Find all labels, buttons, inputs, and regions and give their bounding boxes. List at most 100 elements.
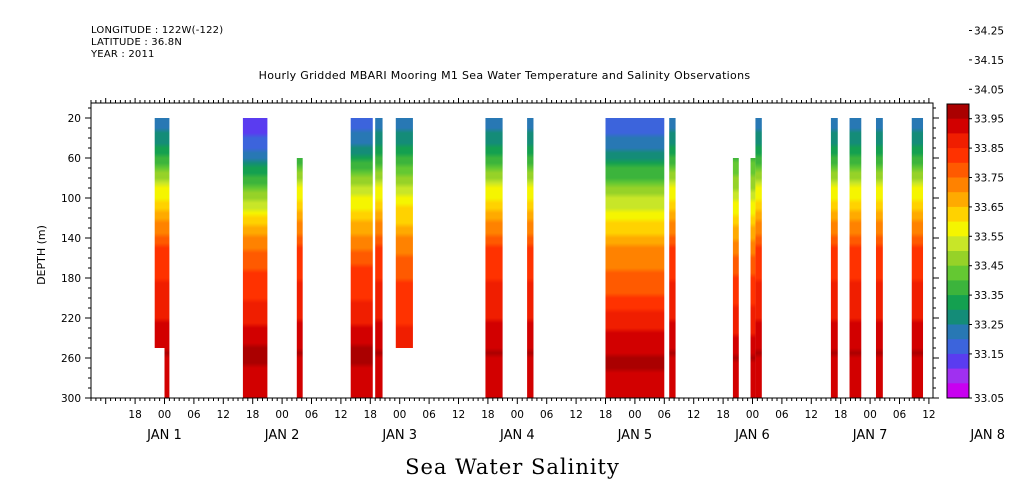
x-hour-tick-label: 12 [334, 409, 347, 421]
y-tick-label: 140 [61, 233, 81, 245]
colorbar-label: 33.95 [974, 114, 1004, 126]
colorbar-swatch [947, 148, 969, 164]
colorbar-swatch [947, 221, 969, 237]
colorbar-label: 33.75 [974, 173, 1004, 185]
colorbar-label: 34.25 [974, 26, 1004, 38]
y-tick-label: 260 [61, 353, 81, 365]
x-hour-tick-label: 18 [716, 409, 729, 421]
x-date-label: JAN 2 [264, 428, 300, 443]
data-segment-2 [164, 348, 170, 398]
data-segment-9 [527, 118, 534, 398]
x-hour-tick-label: 06 [893, 409, 907, 421]
x-hour-tick-label: 12 [687, 409, 700, 421]
x-hour-tick-label: 12 [452, 409, 465, 421]
colorbar-swatch [947, 383, 969, 399]
colorbar-swatch [947, 236, 969, 252]
colorbar-swatch [947, 118, 969, 134]
data-segment-18 [911, 118, 924, 398]
colorbar-swatch [947, 295, 969, 311]
data-segment-1 [154, 118, 170, 348]
x-hour-tick-label: 06 [775, 409, 789, 421]
x-hour-tick-label: 18 [246, 409, 259, 421]
y-axis-label: DEPTH (m) [35, 225, 48, 285]
data-segment-10 [605, 118, 665, 398]
colorbar-label: 33.15 [974, 349, 1004, 361]
colorbar-swatch [947, 324, 969, 340]
colorbar-swatch [947, 133, 969, 149]
y-tick-label: 220 [61, 313, 81, 325]
x-hour-tick-label: 12 [922, 409, 935, 421]
y-tick-label: 100 [61, 193, 81, 205]
colorbar-swatch [947, 251, 969, 267]
x-hour-tick-label: 06 [187, 409, 201, 421]
year-label: YEAR : 2011 [91, 49, 155, 60]
y-tick-label: 60 [68, 153, 81, 165]
colorbar-swatch [947, 339, 969, 355]
x-date-label: JAN 3 [381, 428, 417, 443]
x-date-label: JAN 7 [852, 428, 888, 443]
colorbar-label: 33.25 [974, 320, 1004, 332]
data-layer [154, 118, 960, 398]
x-date-label: JAN 4 [499, 428, 535, 443]
x-date-label: JAN 8 [969, 428, 1005, 443]
x-hour-tick-label: 12 [805, 409, 818, 421]
data-segment-15 [830, 118, 838, 398]
colorbar-swatch [947, 368, 969, 384]
axis-layer: 18 00 06 12 18 00 06 12 18 00 06 12 18 00 06 12 18 00 06 12… [61, 98, 1005, 443]
colorbar-label: 34.15 [974, 55, 1004, 67]
data-segment-5 [350, 118, 373, 398]
data-segment-4 [296, 158, 303, 398]
x-date-label: JAN 6 [734, 428, 770, 443]
colorbar-label: 33.45 [974, 261, 1004, 273]
x-hour-tick-label: 00 [393, 409, 406, 421]
colorbar-swatch [947, 177, 969, 193]
data-segment-3 [242, 118, 268, 398]
x-date-label: JAN 1 [146, 428, 182, 443]
colorbar-label: 34.05 [974, 84, 1004, 96]
chart-title: Hourly Gridded MBARI Mooring M1 Sea Wate… [258, 69, 751, 82]
data-segment-17 [875, 118, 883, 398]
data-segment-12 [732, 158, 739, 398]
data-segment-16 [849, 118, 862, 398]
x-hour-tick-label: 06 [658, 409, 672, 421]
y-tick-label: 20 [68, 113, 81, 125]
x-hour-tick-label: 18 [364, 409, 377, 421]
colorbar-label: 33.65 [974, 202, 1004, 214]
data-segment-6 [375, 118, 383, 398]
colorbar-swatch [947, 162, 969, 178]
x-hour-tick-label: 00 [511, 409, 524, 421]
x-hour-tick-label: 00 [628, 409, 641, 421]
x-hour-tick-label: 12 [569, 409, 582, 421]
data-segment-13 [750, 158, 756, 398]
x-date-label: JAN 5 [617, 428, 653, 443]
data-segment-11 [669, 118, 676, 398]
data-segment-7 [395, 118, 413, 348]
colorbar-swatch [947, 309, 969, 325]
x-hour-tick-label: 06 [422, 409, 436, 421]
colorbar-swatch [947, 206, 969, 223]
colorbar-label: 33.35 [974, 290, 1004, 302]
colorbar-swatch [947, 353, 969, 370]
x-hour-tick-label: 18 [481, 409, 494, 421]
colorbar-swatch [947, 265, 969, 281]
variable-label: Sea Water Salinity [405, 455, 620, 479]
x-hour-tick-label: 00 [275, 409, 288, 421]
data-segment-14 [755, 118, 762, 398]
data-segment-8 [485, 118, 503, 398]
y-tick-label: 300 [61, 393, 81, 405]
x-hour-tick-label: 00 [158, 409, 171, 421]
colorbar-label: 33.85 [974, 143, 1004, 155]
x-hour-tick-label: 12 [217, 409, 230, 421]
x-hour-tick-label: 18 [128, 409, 141, 421]
x-hour-tick-label: 06 [540, 409, 554, 421]
colorbar-label: 33.55 [974, 231, 1004, 243]
latitude-label: LATITUDE : 36.8N [91, 37, 183, 48]
colorbar-swatch [947, 104, 969, 120]
x-hour-tick-label: 18 [834, 409, 847, 421]
x-hour-tick-label: 00 [863, 409, 876, 421]
longitude-label: LONGITUDE : 122W(-122) [91, 25, 224, 36]
x-hour-tick-label: 06 [305, 409, 319, 421]
colorbar-swatch [947, 280, 969, 296]
colorbar-label: 33.05 [974, 393, 1004, 405]
